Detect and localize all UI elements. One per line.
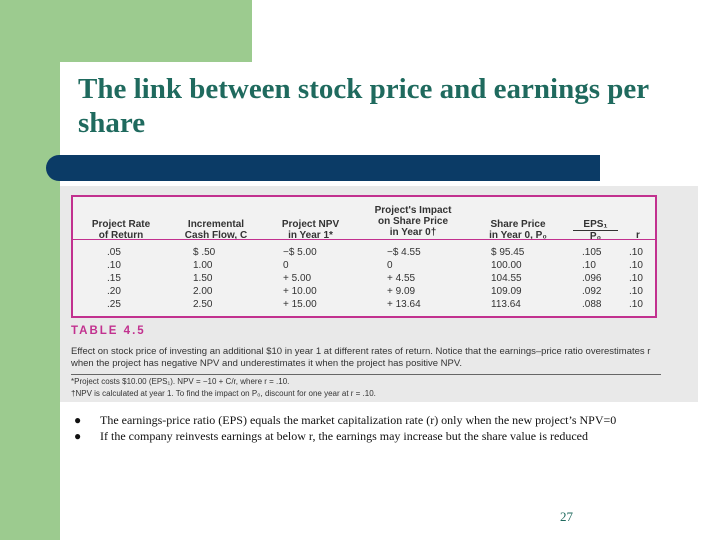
table-label: TABLE 4.5 bbox=[71, 325, 146, 337]
table-row: .15 1.50 + 5.00 + 4.55 104.55 .096 .10 bbox=[73, 273, 655, 286]
table-cell: 0 bbox=[283, 260, 289, 271]
header-divider bbox=[73, 239, 655, 240]
table-cell: .15 bbox=[107, 273, 121, 284]
table-row: .20 2.00 + 10.00 + 9.09 109.09 .092 .10 bbox=[73, 286, 655, 299]
header-line: in Year 0, P₀ bbox=[489, 230, 547, 241]
header-line: r bbox=[636, 230, 640, 241]
table-cell: + 5.00 bbox=[283, 273, 312, 284]
top-decoration-band bbox=[0, 0, 252, 62]
table-cell: 2.50 bbox=[193, 299, 213, 310]
header-line: Share Price bbox=[490, 219, 546, 230]
table-cell: + 10.00 bbox=[283, 286, 317, 297]
table-cell: .05 bbox=[107, 247, 121, 258]
table-cell: .088 bbox=[582, 299, 602, 310]
header-line: Incremental bbox=[187, 219, 245, 230]
bullet-list: ● The earnings-price ratio (EPS) equals … bbox=[74, 414, 674, 446]
header-line: Project's Impact bbox=[374, 205, 452, 216]
table-cell: .10 bbox=[629, 247, 643, 258]
table-cell: .096 bbox=[582, 273, 602, 284]
page-number: 27 bbox=[560, 509, 573, 524]
header-share-price: Share Price in Year 0, P₀ bbox=[473, 219, 563, 241]
bullet-icon: ● bbox=[74, 429, 82, 443]
bullet-item: ● If the company reinvests earnings at b… bbox=[74, 430, 674, 443]
table-cell: 1.00 bbox=[193, 260, 213, 271]
table-caption: Effect on stock price of investing an ad… bbox=[71, 346, 651, 369]
table-cell: .10 bbox=[582, 260, 596, 271]
table-cell: .10 bbox=[629, 286, 643, 297]
header-line: Cash Flow, C bbox=[184, 230, 248, 241]
table-cell: + 15.00 bbox=[283, 299, 317, 310]
table-cell: .25 bbox=[107, 299, 121, 310]
table-cell: 113.64 bbox=[491, 299, 521, 310]
table-cell: 100.00 bbox=[491, 260, 522, 271]
header-line: EPS₁ bbox=[573, 219, 618, 231]
table-cell: 104.55 bbox=[491, 273, 522, 284]
table-cell: + 13.64 bbox=[387, 299, 421, 310]
table-cell: 109.09 bbox=[491, 286, 522, 297]
header-line: on Share Price bbox=[377, 216, 449, 227]
title-background bbox=[252, 0, 720, 62]
bullet-item: ● The earnings-price ratio (EPS) equals … bbox=[74, 414, 674, 427]
table-cell: $ .50 bbox=[193, 247, 216, 258]
table-cell: .10 bbox=[629, 273, 643, 284]
header-line: Project NPV bbox=[281, 219, 340, 230]
header-cash-flow: Incremental Cash Flow, C bbox=[171, 219, 261, 241]
caption-divider bbox=[71, 374, 661, 375]
title-divider-bar bbox=[46, 155, 600, 181]
header-line: P₀ bbox=[589, 231, 602, 242]
bullet-icon: ● bbox=[74, 413, 82, 427]
table-cell: 1.50 bbox=[193, 273, 213, 284]
header-line: in Year 1* bbox=[288, 230, 333, 241]
header-line: in Year 0† bbox=[389, 227, 437, 238]
table-cell: + 9.09 bbox=[387, 286, 416, 297]
bullet-text: The earnings-price ratio (EPS) equals th… bbox=[100, 413, 617, 427]
table-footnote: *Project costs $10.00 (EPS₁). NPV = −10 … bbox=[71, 377, 290, 386]
table-cell: −$ 4.55 bbox=[387, 247, 421, 258]
table-row: .10 1.00 0 0 100.00 .10 .10 bbox=[73, 260, 655, 273]
table-cell: + 4.55 bbox=[387, 273, 416, 284]
table-cell: .10 bbox=[107, 260, 121, 271]
table-footnote: †NPV is calculated at year 1. To find th… bbox=[71, 389, 376, 398]
header-line: Project Rate bbox=[91, 219, 151, 230]
table-cell: $ 95.45 bbox=[491, 247, 525, 258]
table-cell: 0 bbox=[387, 260, 393, 271]
bullet-text: If the company reinvests earnings at bel… bbox=[100, 429, 589, 443]
header-share-price-impact: Project's Impact on Share Price in Year … bbox=[363, 205, 463, 238]
table-cell: 2.00 bbox=[193, 286, 213, 297]
table-cell: .10 bbox=[629, 299, 643, 310]
header-r: r bbox=[623, 230, 653, 241]
table-cell: −$ 5.00 bbox=[283, 247, 317, 258]
table-cell: .092 bbox=[582, 286, 602, 297]
header-line: of Return bbox=[98, 230, 144, 241]
data-table: Project Rate of Return Incremental Cash … bbox=[71, 195, 657, 318]
left-decoration-band bbox=[0, 0, 60, 540]
table-figure: Project Rate of Return Incremental Cash … bbox=[60, 186, 698, 402]
table-row: .25 2.50 + 15.00 + 13.64 113.64 .088 .10 bbox=[73, 299, 655, 312]
table-cell: .20 bbox=[107, 286, 121, 297]
slide-title: The link between stock price and earning… bbox=[78, 73, 649, 139]
header-project-npv: Project NPV in Year 1* bbox=[268, 219, 353, 241]
header-eps-ratio: EPS₁ P₀ bbox=[573, 219, 618, 242]
table-cell: .10 bbox=[629, 260, 643, 271]
header-rate-of-return: Project Rate of Return bbox=[81, 219, 161, 241]
table-cell: .105 bbox=[582, 247, 602, 258]
table-row: .05 $ .50 −$ 5.00 −$ 4.55 $ 95.45 .105 .… bbox=[73, 247, 655, 260]
